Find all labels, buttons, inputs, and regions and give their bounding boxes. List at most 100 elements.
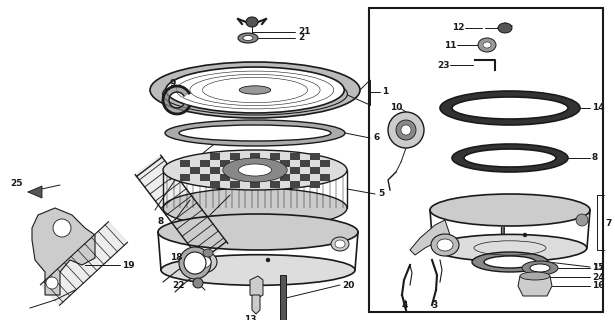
Ellipse shape — [530, 264, 550, 272]
Text: 16: 16 — [592, 282, 605, 291]
Polygon shape — [32, 208, 95, 295]
Text: 14: 14 — [592, 103, 605, 113]
Bar — [240, 174, 250, 181]
Polygon shape — [163, 86, 189, 114]
Bar — [220, 174, 230, 181]
Ellipse shape — [239, 86, 271, 94]
Text: 3: 3 — [431, 300, 437, 309]
Polygon shape — [518, 276, 552, 296]
Ellipse shape — [165, 120, 345, 146]
Bar — [310, 167, 320, 174]
Polygon shape — [250, 276, 263, 298]
Text: 9: 9 — [170, 78, 177, 87]
Text: 15: 15 — [592, 262, 605, 271]
Bar — [310, 153, 320, 160]
Text: 8: 8 — [158, 218, 164, 227]
Ellipse shape — [161, 255, 355, 285]
Text: 17: 17 — [592, 263, 605, 273]
Ellipse shape — [472, 252, 548, 272]
Bar — [280, 174, 290, 181]
Bar — [180, 160, 190, 167]
Ellipse shape — [452, 144, 568, 172]
Bar — [210, 181, 220, 188]
Text: 20: 20 — [342, 281, 354, 290]
Text: 25: 25 — [10, 179, 23, 188]
Ellipse shape — [433, 234, 587, 262]
Ellipse shape — [184, 252, 206, 274]
Text: 11: 11 — [445, 41, 457, 50]
Bar — [300, 160, 310, 167]
Ellipse shape — [464, 149, 556, 167]
Polygon shape — [410, 220, 450, 255]
Ellipse shape — [203, 249, 213, 257]
Bar — [230, 167, 240, 174]
Bar — [290, 153, 300, 160]
Bar — [230, 181, 240, 188]
Ellipse shape — [498, 23, 512, 33]
Ellipse shape — [388, 112, 424, 148]
Ellipse shape — [163, 188, 347, 228]
Bar — [210, 167, 220, 174]
Bar — [200, 160, 210, 167]
Bar — [310, 181, 320, 188]
Ellipse shape — [266, 258, 270, 262]
Polygon shape — [135, 155, 228, 263]
Bar — [250, 181, 260, 188]
Ellipse shape — [195, 256, 211, 268]
Bar — [260, 174, 270, 181]
Bar — [240, 160, 250, 167]
Ellipse shape — [163, 150, 347, 190]
Polygon shape — [28, 186, 42, 198]
Bar — [369, 8, 603, 312]
Ellipse shape — [522, 261, 558, 275]
Text: 23: 23 — [437, 60, 450, 69]
Ellipse shape — [189, 251, 217, 273]
Ellipse shape — [431, 234, 459, 256]
Bar — [210, 153, 220, 160]
Ellipse shape — [396, 120, 416, 140]
Bar — [300, 174, 310, 181]
Text: 18: 18 — [170, 252, 183, 261]
Ellipse shape — [158, 214, 358, 250]
Ellipse shape — [246, 17, 258, 27]
Ellipse shape — [243, 36, 253, 41]
Text: 12: 12 — [453, 23, 465, 33]
Ellipse shape — [484, 256, 536, 268]
Ellipse shape — [478, 38, 496, 52]
Text: 21: 21 — [298, 28, 311, 36]
Text: 5: 5 — [378, 189, 384, 198]
Ellipse shape — [179, 125, 331, 141]
Ellipse shape — [46, 277, 58, 289]
Ellipse shape — [520, 272, 550, 280]
Text: 4: 4 — [402, 300, 408, 309]
Ellipse shape — [483, 42, 491, 48]
Ellipse shape — [166, 67, 344, 113]
Bar — [320, 174, 330, 181]
Bar — [250, 153, 260, 160]
Bar — [270, 153, 280, 160]
Bar — [290, 181, 300, 188]
Bar — [280, 275, 286, 320]
Ellipse shape — [401, 125, 411, 135]
Bar — [280, 160, 290, 167]
Bar — [250, 167, 260, 174]
Text: 1: 1 — [382, 87, 388, 97]
Text: II: II — [499, 228, 506, 236]
Ellipse shape — [179, 247, 211, 279]
Ellipse shape — [150, 62, 360, 118]
Text: 10: 10 — [390, 103, 402, 113]
Ellipse shape — [239, 164, 272, 176]
Ellipse shape — [53, 219, 71, 237]
Ellipse shape — [193, 278, 203, 288]
Bar — [290, 167, 300, 174]
Bar — [260, 160, 270, 167]
Text: 8: 8 — [592, 154, 598, 163]
Text: 7: 7 — [605, 219, 611, 228]
Bar — [220, 160, 230, 167]
Bar — [320, 160, 330, 167]
Text: 2: 2 — [298, 34, 304, 43]
Text: 6: 6 — [374, 133, 380, 142]
Ellipse shape — [335, 240, 345, 248]
Bar — [190, 167, 200, 174]
Ellipse shape — [238, 33, 258, 43]
